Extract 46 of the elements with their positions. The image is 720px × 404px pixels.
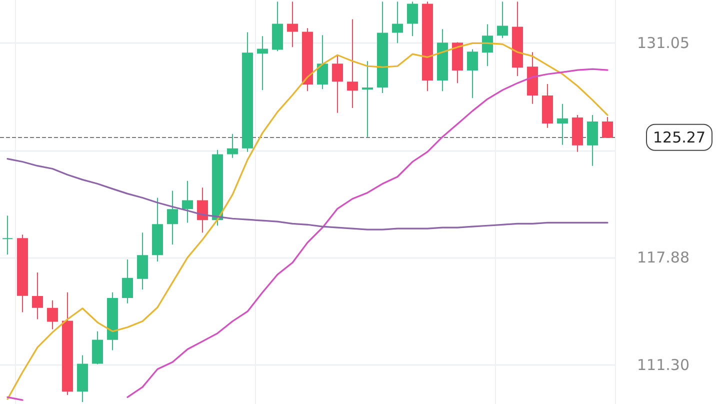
candlestick: [377, 1, 388, 94]
candlestick: [17, 234, 28, 313]
candlestick: [437, 28, 448, 92]
candlestick: [602, 116, 613, 138]
candlestick: [242, 32, 253, 152]
candlestick: [287, 1, 298, 48]
candlestick: [452, 42, 463, 84]
candlestick: [32, 272, 43, 320]
candlestick: [542, 84, 553, 128]
ref-line-label: 125.27: [653, 128, 706, 146]
candlestick: [572, 114, 583, 152]
candlestick: [167, 190, 178, 246]
candlestick: [272, 1, 283, 52]
candlestick: [212, 149, 223, 226]
candlestick: [107, 292, 118, 351]
candlestick: [302, 28, 313, 92]
y-tick-label: 131.05: [637, 34, 690, 52]
y-tick-label: 117.88: [637, 248, 690, 267]
candlestick: [392, 1, 403, 44]
candlestick: [497, 1, 508, 39]
candlestick: [77, 354, 88, 403]
candlestick: [332, 54, 343, 114]
candlestick: [62, 292, 73, 396]
candlestick: [467, 48, 478, 99]
candlestick: [2, 215, 13, 255]
candlestick: [92, 330, 103, 365]
candlestick: [152, 197, 163, 262]
candlestick: [182, 180, 193, 224]
line-series: [6, 158, 608, 230]
candlestick: [362, 60, 373, 138]
candlestick: [47, 300, 58, 330]
candlestick: [482, 24, 493, 67]
candlestick: [407, 1, 418, 37]
candlestick: [227, 133, 238, 158]
candlestick: [527, 52, 538, 104]
candlestick: [587, 114, 598, 166]
candlestick: [347, 18, 358, 109]
candlestick: [197, 187, 208, 234]
candlestick: [122, 259, 133, 304]
candlestick: [257, 36, 268, 91]
y-tick-label: 111.30: [637, 356, 690, 374]
candlestick: [422, 1, 433, 92]
candlestick: [317, 34, 328, 90]
candlestick: [137, 232, 148, 290]
candlestick: [512, 1, 523, 77]
candlestick: [557, 103, 568, 146]
